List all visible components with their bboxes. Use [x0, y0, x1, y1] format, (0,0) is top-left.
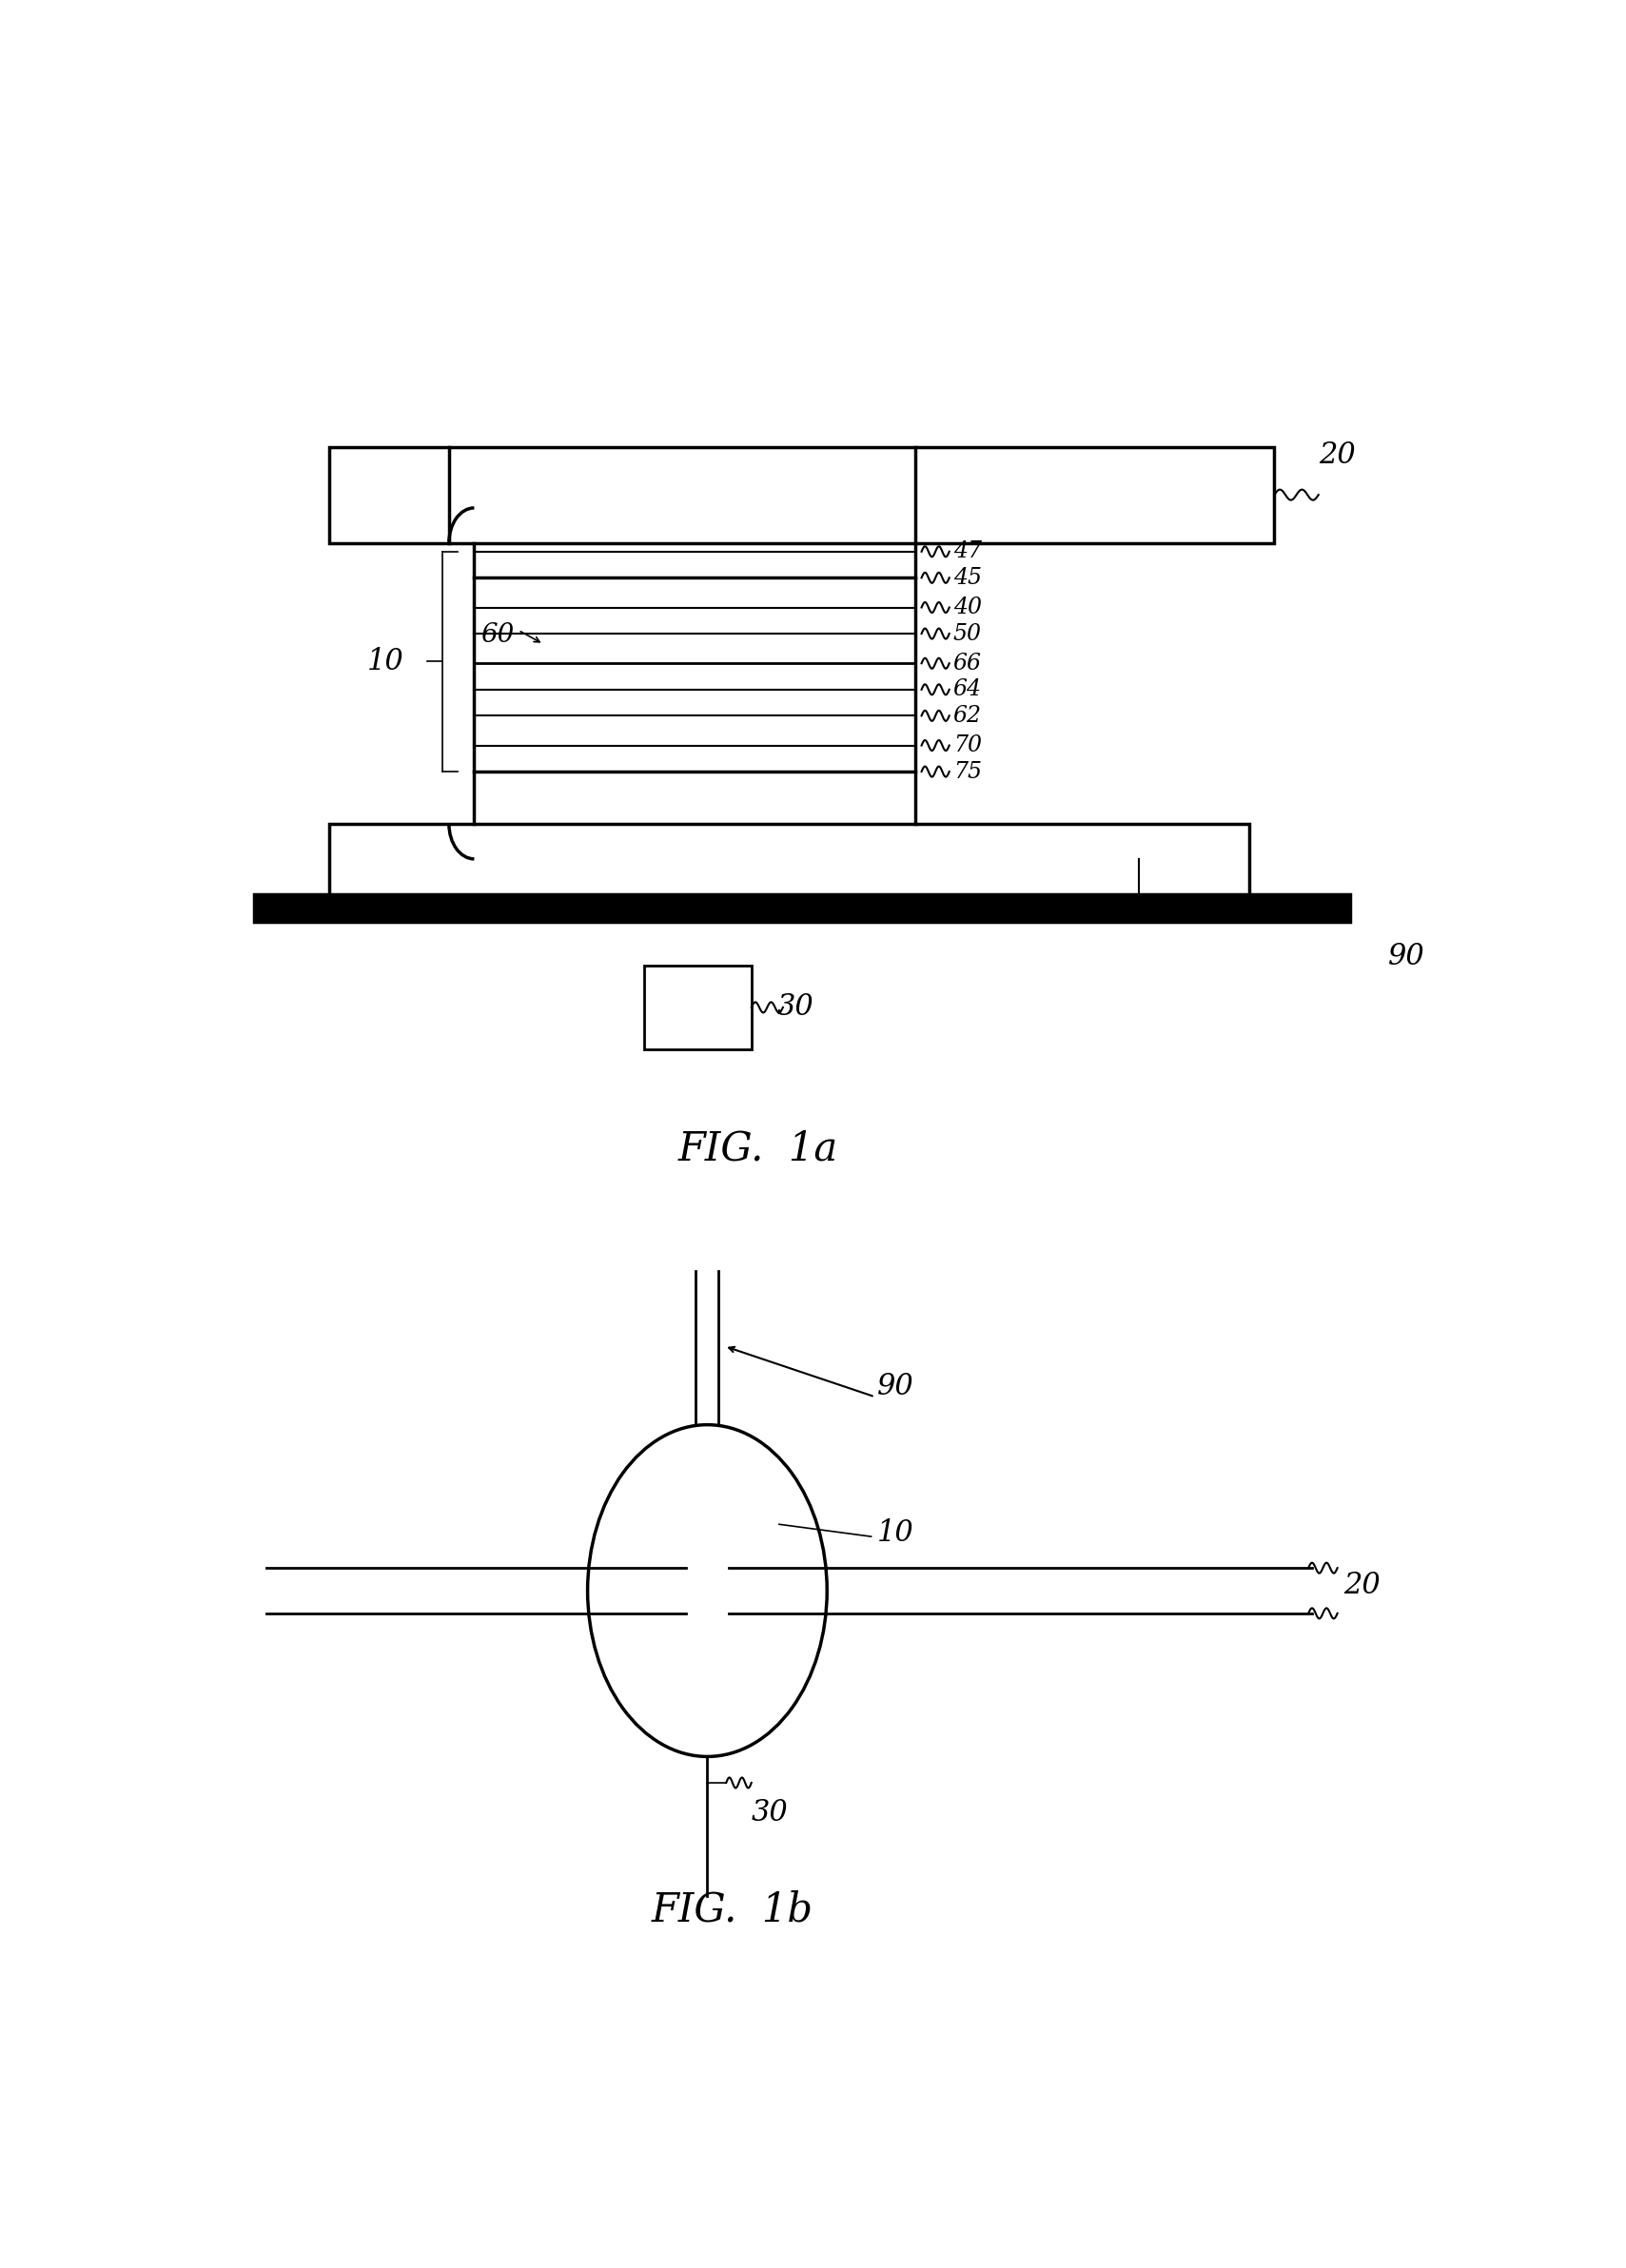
Text: 30: 30	[751, 1799, 789, 1828]
Text: 60: 60	[481, 621, 514, 649]
Text: 45: 45	[953, 567, 982, 590]
Text: 70: 70	[953, 735, 982, 755]
Text: 66: 66	[953, 653, 982, 674]
Text: 10: 10	[878, 1517, 914, 1547]
Text: 75: 75	[953, 760, 982, 782]
Bar	[328, 447, 1275, 542]
Text: 50: 50	[953, 624, 982, 644]
Text: 40: 40	[953, 596, 982, 619]
Text: 35: 35	[1268, 900, 1306, 930]
Text: 62: 62	[953, 705, 982, 726]
Text: 30: 30	[777, 993, 813, 1023]
Text: FIG.  1a: FIG. 1a	[678, 1129, 837, 1168]
Text: 10: 10	[367, 646, 405, 676]
Bar	[644, 966, 751, 1050]
Text: 47: 47	[953, 540, 982, 562]
Text: 20: 20	[1343, 1572, 1380, 1601]
Text: 90: 90	[1389, 941, 1424, 971]
Text: 90: 90	[878, 1372, 914, 1402]
Bar	[328, 823, 1249, 894]
Text: FIG.  1b: FIG. 1b	[652, 1889, 813, 1930]
Bar	[254, 894, 1350, 921]
Text: 64: 64	[953, 678, 982, 701]
Text: 20: 20	[1319, 440, 1356, 469]
